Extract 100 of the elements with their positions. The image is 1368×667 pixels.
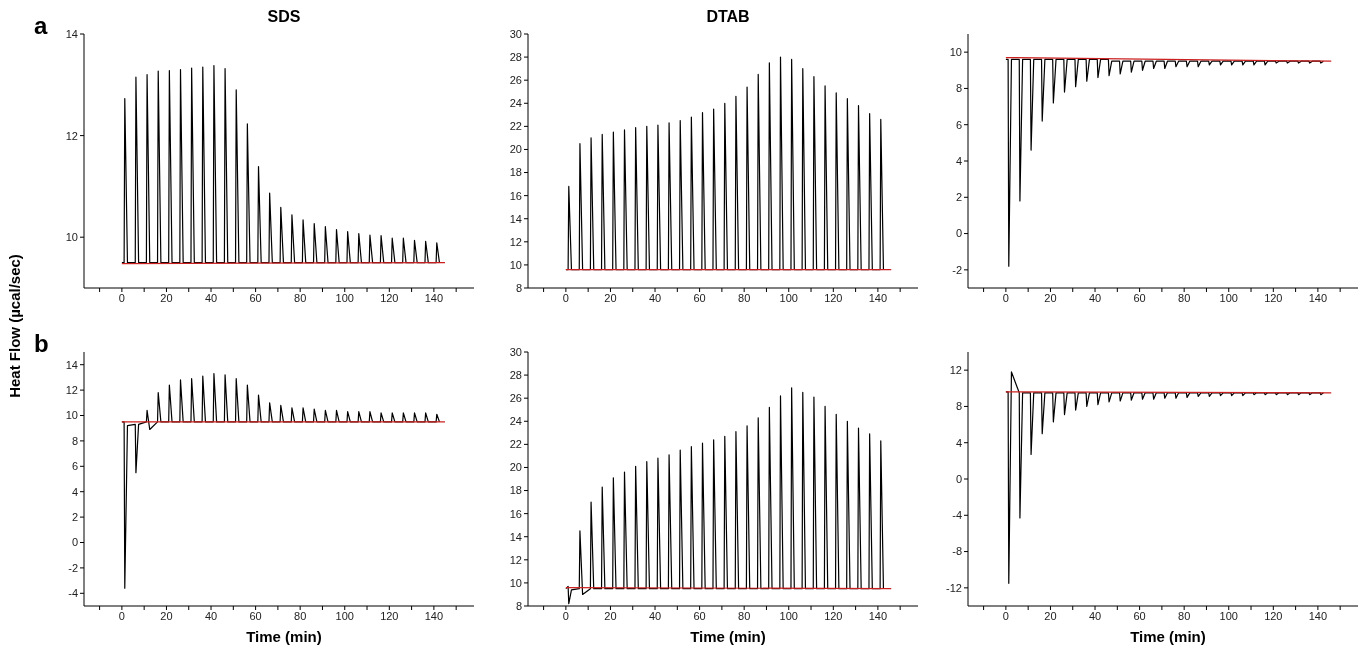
x-tick-label: 60 xyxy=(1133,291,1146,304)
x-tick-label: 40 xyxy=(1088,609,1102,622)
x-tick-label: 0 xyxy=(1002,291,1009,304)
y-tick-label: 12 xyxy=(509,235,522,248)
x-tick-label: 40 xyxy=(1088,291,1102,304)
x-tick-label: 60 xyxy=(1133,609,1146,622)
y-tick-label: -8 xyxy=(952,545,962,558)
x-tick-label: 60 xyxy=(693,609,706,622)
y-tick-label: 12 xyxy=(65,384,78,397)
y-tick-label: 12 xyxy=(509,553,522,566)
y-tick-label: 8 xyxy=(515,281,522,294)
x-tick-label: 80 xyxy=(1178,291,1191,304)
y-tick-label: -12 xyxy=(946,581,962,594)
x-tick-label: 120 xyxy=(824,291,843,304)
y-tick-label: 4 xyxy=(71,485,78,498)
x-tick-label: 40 xyxy=(204,609,218,622)
x-tick-label: 120 xyxy=(380,609,399,622)
line-series xyxy=(121,64,441,264)
x-tick-label: 120 xyxy=(1264,291,1283,304)
y-tick-label: -2 xyxy=(952,263,962,276)
y-tick-label: 14 xyxy=(509,212,522,225)
x-tick-label: 60 xyxy=(693,291,706,304)
x-tick-label: 100 xyxy=(335,609,354,622)
x-tick-label: 140 xyxy=(1308,609,1328,622)
y-tick-label: 28 xyxy=(509,369,522,381)
x-tick-label: 140 xyxy=(1308,291,1328,304)
x-tick-label: 100 xyxy=(1219,609,1238,622)
y-tick-label: 0 xyxy=(955,472,962,485)
x-tick-label: 20 xyxy=(1044,609,1057,622)
text: a xyxy=(34,12,48,40)
y-tick-label: 20 xyxy=(509,461,522,474)
y-tick-label: 6 xyxy=(71,460,78,473)
x-tick-label: 40 xyxy=(648,291,662,304)
line-series xyxy=(121,372,441,589)
x-tick-label: 80 xyxy=(1178,609,1191,622)
y-tick-label: 20 xyxy=(509,143,522,156)
x-tick-label: 80 xyxy=(294,609,307,622)
y-tick-label: 14 xyxy=(509,530,522,543)
line-series xyxy=(1005,371,1325,584)
x-tick-label: 0 xyxy=(118,291,125,304)
y-tick-label: 30 xyxy=(509,27,522,40)
x-tick-label: 140 xyxy=(424,291,444,304)
y-tick-label: 10 xyxy=(65,231,78,244)
x-tick-label: 100 xyxy=(1219,291,1238,304)
y-tick-label: 10 xyxy=(509,576,522,589)
x-tick-label: 120 xyxy=(1264,609,1283,622)
y-tick-label: 16 xyxy=(509,507,522,520)
y-tick-label: 12 xyxy=(949,364,962,377)
x-tick-label: 60 xyxy=(249,609,262,622)
y-tick-label: 0 xyxy=(955,227,962,240)
y-tick-label: 28 xyxy=(509,51,522,63)
y-tick-label: 22 xyxy=(509,120,522,133)
x-tick-label: 20 xyxy=(1044,291,1057,304)
x-tick-label: 20 xyxy=(160,291,173,304)
x-tick-label: 20 xyxy=(604,609,617,622)
y-tick-label: 22 xyxy=(509,438,522,451)
y-tick-label: 4 xyxy=(955,436,962,449)
x-tick-label: 40 xyxy=(204,291,218,304)
y-tick-label: 24 xyxy=(509,97,522,110)
y-tick-label: -2 xyxy=(68,561,78,574)
x-tick-label: 80 xyxy=(738,609,751,622)
x-tick-label: 140 xyxy=(424,609,444,622)
x-tick-label: 100 xyxy=(335,291,354,304)
x-tick-label: 0 xyxy=(118,609,125,622)
y-tick-label: 6 xyxy=(955,118,962,131)
y-tick-label: 24 xyxy=(509,415,522,428)
x-tick-label: 40 xyxy=(648,609,662,622)
line-series xyxy=(1005,58,1325,267)
y-tick-label: 4 xyxy=(955,154,962,167)
y-tick-label: -4 xyxy=(68,587,78,600)
y-tick-label: 18 xyxy=(509,484,522,497)
y-tick-label: 30 xyxy=(509,345,522,358)
x-tick-label: 140 xyxy=(868,291,888,304)
y-tick-label: 2 xyxy=(955,191,962,204)
x-tick-label: 80 xyxy=(738,291,751,304)
y-tick-label: 14 xyxy=(65,27,78,40)
line-series xyxy=(565,56,885,271)
x-tick-label: 120 xyxy=(824,609,843,622)
y-tick-label: 26 xyxy=(509,392,522,405)
y-tick-label: 10 xyxy=(509,258,522,271)
y-tick-label: 0 xyxy=(71,536,78,549)
y-axis-title: Heat Flow (µcal/sec) xyxy=(5,254,23,398)
x-tick-label: 140 xyxy=(868,609,888,622)
y-tick-label: 8 xyxy=(955,400,962,413)
x-tick-label: 60 xyxy=(249,291,262,304)
y-tick-label: 16 xyxy=(509,189,522,202)
x-tick-label: 80 xyxy=(294,291,307,304)
x-axis-title: Time (min) xyxy=(689,628,767,645)
y-tick-label: 8 xyxy=(955,82,962,95)
x-tick-label: 0 xyxy=(562,609,569,622)
y-tick-label: 12 xyxy=(65,129,78,142)
y-tick-label: 2 xyxy=(71,511,78,524)
y-tick-label: 10 xyxy=(65,409,78,422)
y-tick-label: 8 xyxy=(71,434,78,447)
y-tick-label: 10 xyxy=(949,46,962,59)
x-tick-label: 20 xyxy=(604,291,617,304)
y-tick-label: -4 xyxy=(952,509,962,522)
y-tick-label: 26 xyxy=(509,74,522,87)
y-tick-label: 8 xyxy=(515,599,522,612)
y-tick-label: 18 xyxy=(509,166,522,179)
